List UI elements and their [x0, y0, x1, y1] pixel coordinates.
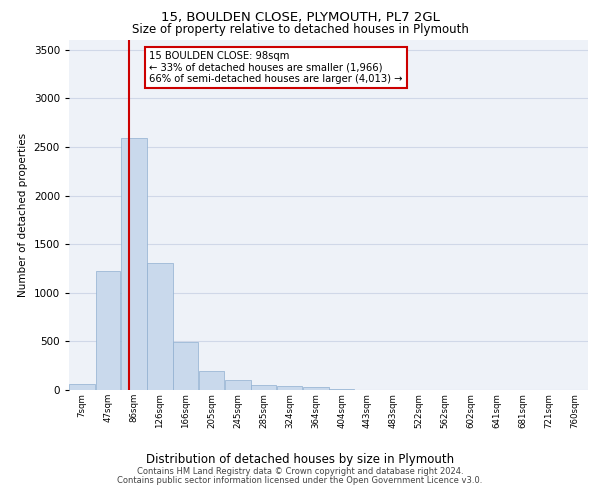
Text: 15, BOULDEN CLOSE, PLYMOUTH, PL7 2GL: 15, BOULDEN CLOSE, PLYMOUTH, PL7 2GL [161, 11, 439, 24]
Bar [329, 389, 354, 390]
Bar [147, 262, 173, 390]
Bar [121, 138, 146, 390]
Bar [199, 370, 224, 390]
Text: Contains public sector information licensed under the Open Government Licence v3: Contains public sector information licen… [118, 476, 482, 485]
Text: 15 BOULDEN CLOSE: 98sqm
← 33% of detached houses are smaller (1,966)
66% of semi: 15 BOULDEN CLOSE: 98sqm ← 33% of detache… [149, 50, 403, 84]
Bar [225, 380, 251, 390]
Bar [95, 272, 121, 390]
Bar [70, 384, 95, 390]
Bar [277, 386, 302, 390]
Text: Distribution of detached houses by size in Plymouth: Distribution of detached houses by size … [146, 453, 454, 466]
Bar [173, 342, 198, 390]
Y-axis label: Number of detached properties: Number of detached properties [18, 133, 28, 297]
Text: Contains HM Land Registry data © Crown copyright and database right 2024.: Contains HM Land Registry data © Crown c… [137, 467, 463, 476]
Bar [251, 384, 276, 390]
Bar [303, 387, 329, 390]
Text: Size of property relative to detached houses in Plymouth: Size of property relative to detached ho… [131, 22, 469, 36]
